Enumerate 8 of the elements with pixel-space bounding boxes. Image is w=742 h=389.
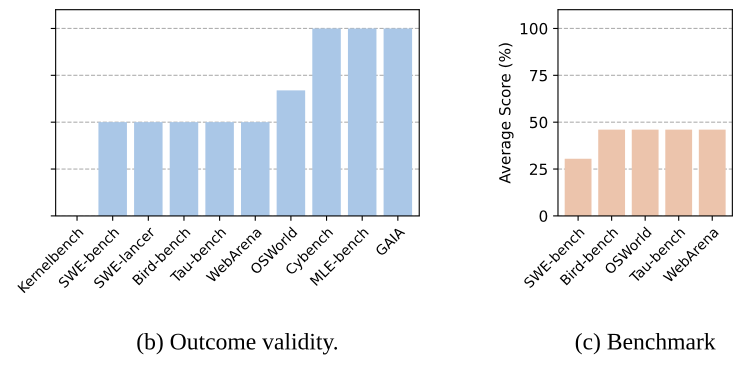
y-tick-label: 100 (520, 22, 548, 34)
y-tick-label: 25 (530, 164, 547, 176)
text: (c) Benchmark (576, 333, 716, 354)
y-axis-title: Average Score (%) (498, 43, 514, 184)
y-tick-label: 75 (530, 70, 547, 82)
y-tick-label: 0 (540, 210, 548, 222)
text: (b) Outcome validity. (137, 332, 338, 354)
y-tick-label: 50 (530, 116, 548, 128)
